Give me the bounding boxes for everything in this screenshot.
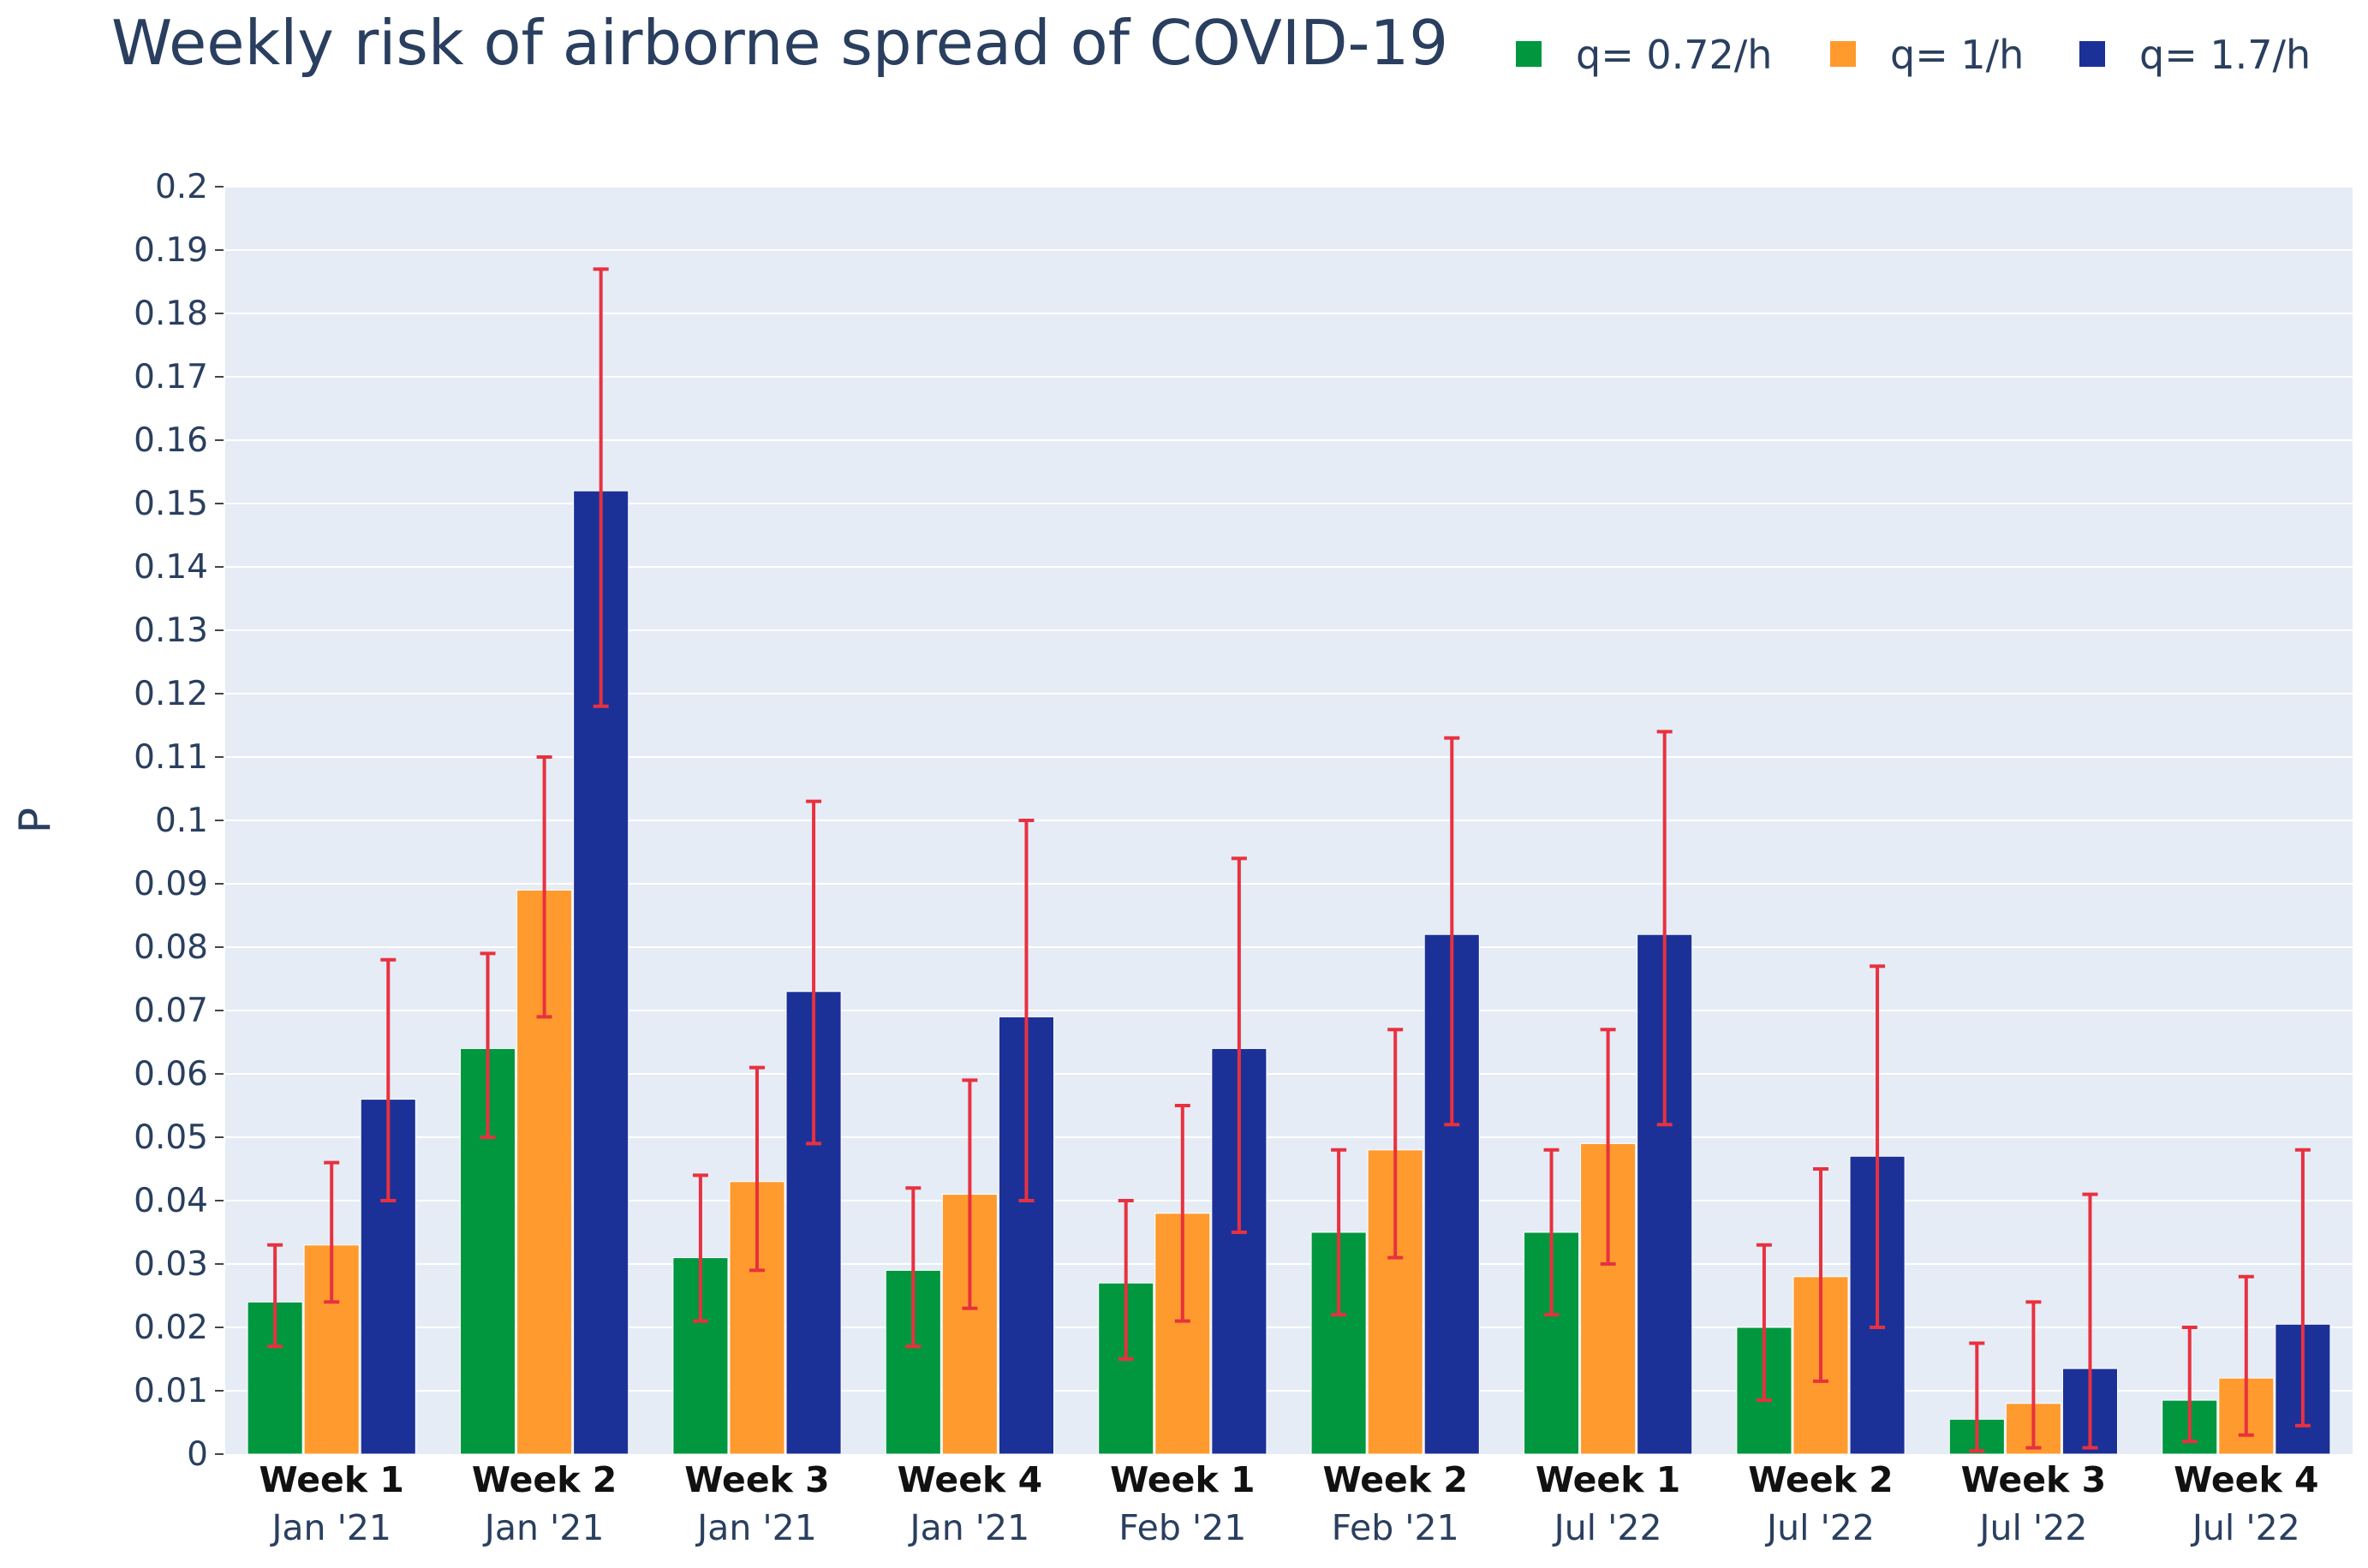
y-tick-label: 0.16 bbox=[134, 421, 208, 460]
x-tick-label-period: Jan '21 bbox=[482, 1507, 605, 1548]
x-tick-label-week: Week 1 bbox=[1110, 1459, 1255, 1500]
y-tick-label: 0.06 bbox=[134, 1055, 208, 1094]
x-tick-label-period: Jul '22 bbox=[2190, 1507, 2300, 1548]
legend-swatch bbox=[1830, 41, 1856, 67]
chart-title: Weekly risk of airborne spread of COVID-… bbox=[111, 7, 1448, 79]
legend: q= 0.72/h q= 1/h q= 1.7/h bbox=[1516, 32, 2311, 78]
y-tick-label: 0.04 bbox=[134, 1182, 208, 1220]
y-tick-label: 0.02 bbox=[134, 1309, 208, 1347]
x-tick-label-week: Week 4 bbox=[2174, 1459, 2318, 1500]
y-tick-label: 0.09 bbox=[134, 865, 208, 903]
x-tick-label-period: Feb '21 bbox=[1118, 1507, 1246, 1548]
x-tick-label-week: Week 1 bbox=[259, 1459, 403, 1500]
y-tick-label: 0.05 bbox=[134, 1118, 208, 1157]
x-tick-label-week: Week 3 bbox=[1961, 1459, 2106, 1500]
x-tick-label-week: Week 2 bbox=[1748, 1459, 1893, 1500]
x-tick-label-period: Jan '21 bbox=[695, 1507, 817, 1548]
x-tick-label-week: Week 1 bbox=[1536, 1459, 1680, 1500]
legend-swatch bbox=[1516, 41, 1542, 67]
y-tick-label: 0.18 bbox=[134, 295, 208, 333]
y-tick-label: 0.03 bbox=[134, 1245, 208, 1284]
y-axis-ticks: 0 0.01 0.02 0.03 0.04 0.05 0.06 0.07 0.08 0.09 0.1… bbox=[134, 168, 224, 1474]
y-tick-label: 0.15 bbox=[134, 485, 208, 523]
y-tick-label: 0.08 bbox=[134, 928, 208, 967]
x-tick-label-week: Week 2 bbox=[472, 1459, 617, 1500]
y-tick-label: 0.2 bbox=[155, 168, 208, 206]
y-tick-label: 0.01 bbox=[134, 1372, 208, 1410]
y-tick-label: 0.14 bbox=[134, 548, 208, 587]
y-axis-label: P bbox=[10, 808, 60, 833]
x-tick-label-week: Week 3 bbox=[684, 1459, 829, 1500]
error-bars bbox=[267, 267, 2311, 1453]
y-tick-label: 0.17 bbox=[134, 358, 208, 396]
x-tick-label-period: Jul '22 bbox=[1552, 1507, 1662, 1548]
y-tick-label: 0.11 bbox=[134, 738, 208, 777]
legend-label: q= 1/h bbox=[1890, 32, 2024, 78]
legend-label: q= 1.7/h bbox=[2139, 32, 2311, 78]
y-tick-label: 0.13 bbox=[134, 611, 208, 650]
y-tick-label: 0.12 bbox=[134, 675, 208, 713]
y-tick-label: 0.19 bbox=[134, 231, 208, 270]
legend-swatch bbox=[2079, 41, 2105, 67]
x-axis-ticks: Week 1 Jan '21 Week 2 Jan '21 Week 3 Jan '21 W… bbox=[259, 1459, 2318, 1548]
y-tick-label: 0.1 bbox=[155, 802, 208, 840]
x-tick-label-period: Jul '22 bbox=[1977, 1507, 2087, 1548]
x-tick-label-period: Jul '22 bbox=[1764, 1507, 1875, 1548]
x-tick-label-period: Feb '21 bbox=[1332, 1507, 1459, 1548]
x-tick-label-week: Week 2 bbox=[1322, 1459, 1467, 1500]
y-tick-label: 0 bbox=[187, 1435, 208, 1474]
y-tick-label: 0.07 bbox=[134, 992, 208, 1030]
x-tick-label-week: Week 4 bbox=[898, 1459, 1042, 1500]
legend-label: q= 0.72/h bbox=[1576, 32, 1772, 78]
x-tick-label-period: Jan '21 bbox=[908, 1507, 1030, 1548]
x-tick-label-period: Jan '21 bbox=[269, 1507, 391, 1548]
